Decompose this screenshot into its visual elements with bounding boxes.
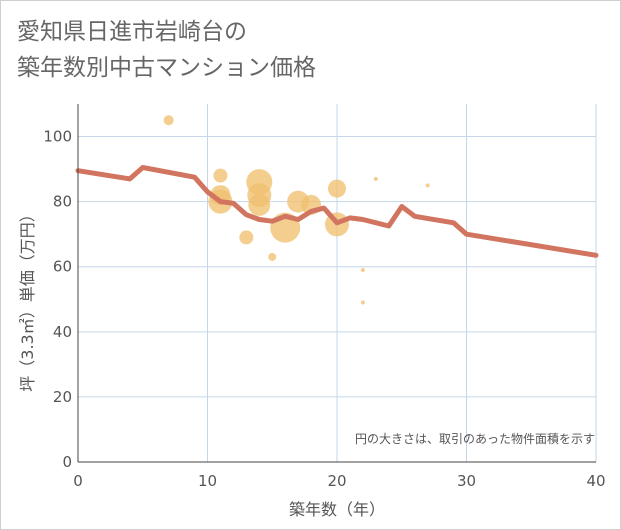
- bubble-point-12: [328, 179, 346, 198]
- x-tick-label-2: 20: [327, 472, 346, 490]
- grid-lines: [78, 104, 597, 462]
- y-tick-label-5: 100: [43, 128, 72, 146]
- x-tick-label-0: 0: [73, 472, 83, 490]
- x-tick-label-3: 30: [457, 472, 476, 490]
- chart-title-line-1: 愛知県日進市岩崎台の: [17, 19, 247, 45]
- bubble-point-14: [360, 267, 365, 272]
- bubble-point-8: [268, 252, 277, 261]
- bubble-point-16: [373, 176, 378, 181]
- chart-title-line-2: 築年数別中古マンション価格: [17, 55, 316, 81]
- axes: 0 10 20 30 40 0 20 40 60 80 100: [43, 104, 606, 490]
- bubble-point-15: [360, 300, 365, 305]
- bubble-point-1: [213, 168, 228, 183]
- trend-layer: [75, 165, 599, 258]
- x-tick-label-4: 40: [586, 472, 605, 490]
- y-tick-label-2: 40: [53, 323, 72, 341]
- bubble-point-7: [248, 193, 271, 216]
- y-tick-label-0: 0: [62, 453, 72, 471]
- y-axis-label: 坪（3.3㎡）単価（万円）: [18, 206, 37, 391]
- bubble-layer: [163, 115, 430, 305]
- y-tick-label-4: 80: [53, 193, 72, 211]
- y-tick-label-1: 20: [53, 388, 72, 406]
- trend-line: [75, 165, 599, 258]
- x-axis-label: 築年数（年）: [289, 500, 385, 519]
- bubble-point-0: [163, 115, 174, 126]
- y-tick-label-3: 60: [53, 258, 72, 276]
- bubble-point-4: [239, 230, 254, 245]
- bubble-point-17: [425, 183, 430, 188]
- chart-title: 愛知県日進市岩崎台の 築年数別中古マンション価格: [17, 14, 316, 86]
- x-tick-label-1: 10: [198, 472, 217, 490]
- chart-annotation: 円の大きさは、取引のあった物件面積を示す: [355, 431, 595, 446]
